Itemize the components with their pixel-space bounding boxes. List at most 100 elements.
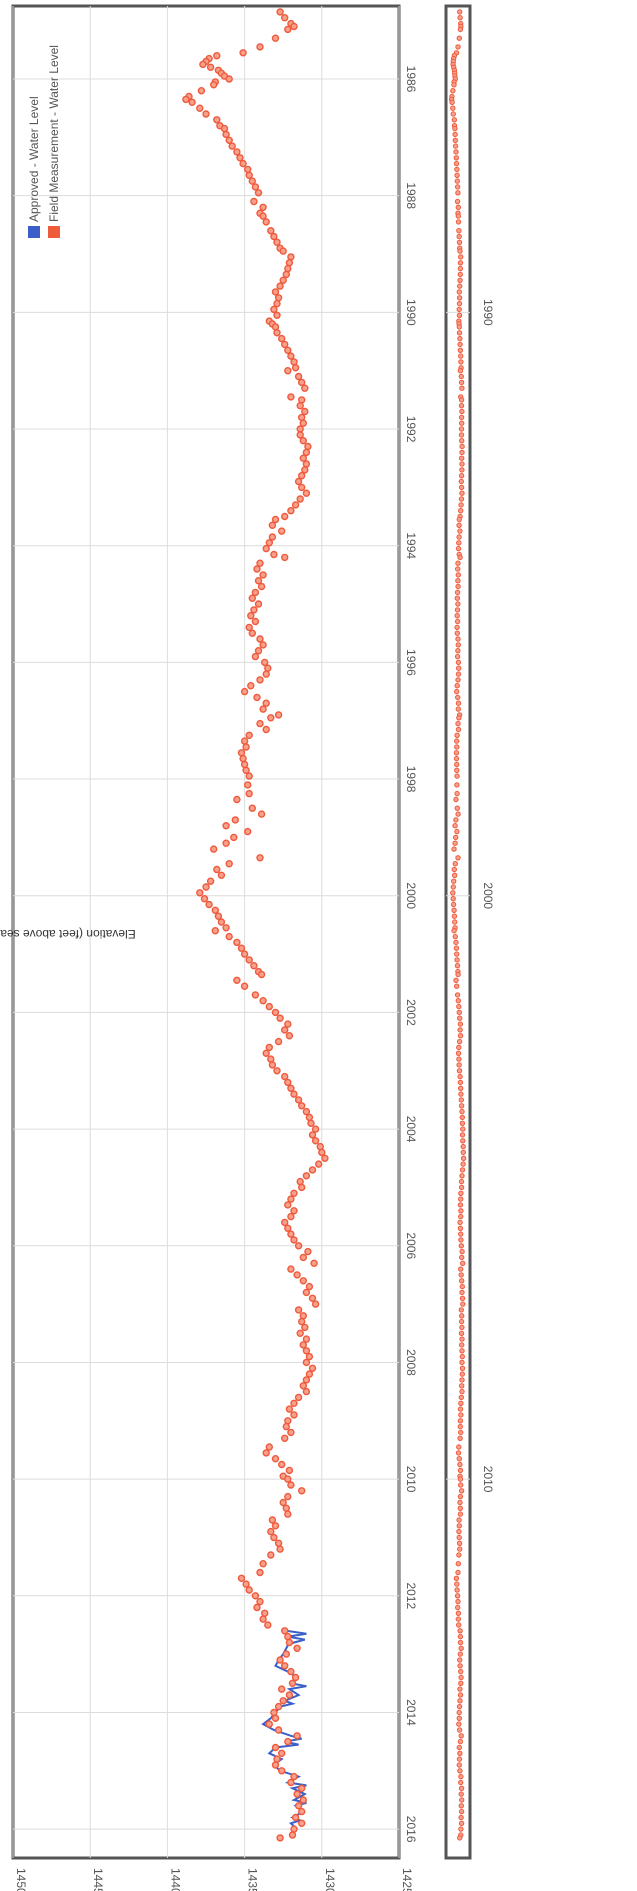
navigator-point bbox=[459, 1289, 465, 1296]
field-measurement-point bbox=[278, 1767, 286, 1775]
field-measurement-point bbox=[264, 664, 272, 672]
field-measurement-point bbox=[254, 647, 263, 655]
elevation-tick-label-1435: 1435 bbox=[246, 1868, 260, 1891]
field-measurement-point bbox=[298, 483, 306, 492]
field-measurement-point bbox=[284, 1492, 292, 1501]
field-measurement-point bbox=[253, 1603, 261, 1612]
navigator-point bbox=[454, 957, 460, 963]
navigator-point bbox=[459, 408, 465, 415]
navigator-point bbox=[453, 945, 460, 951]
navigator-point bbox=[458, 1103, 465, 1109]
navigator-point bbox=[454, 607, 461, 613]
navigator-point bbox=[458, 1307, 464, 1313]
field-measurement-point bbox=[239, 754, 247, 763]
field-measurement-point bbox=[213, 865, 221, 874]
field-measurement-point bbox=[287, 1230, 295, 1238]
field-measurement-point bbox=[271, 1761, 280, 1769]
navigator-point bbox=[458, 426, 465, 432]
navigator-point bbox=[458, 1243, 464, 1249]
field-measurement-point bbox=[250, 606, 258, 614]
navigator-point bbox=[451, 117, 457, 123]
field-measurement-point bbox=[316, 1142, 324, 1151]
navigator-point bbox=[458, 508, 464, 514]
navigator-point bbox=[460, 1143, 466, 1150]
field-measurement-point bbox=[202, 110, 210, 118]
navigator-point bbox=[454, 624, 460, 631]
navigator-point bbox=[455, 583, 461, 590]
field-measurement-point bbox=[257, 582, 266, 591]
navigator-point bbox=[459, 1132, 466, 1138]
navigator-point bbox=[451, 928, 457, 934]
field-measurement-point bbox=[267, 1055, 275, 1063]
field-measurement-point bbox=[243, 165, 252, 174]
navigator-point bbox=[454, 767, 460, 773]
navigator-point bbox=[455, 1604, 461, 1611]
navigator-point bbox=[456, 1444, 462, 1450]
field-measurement-point bbox=[259, 997, 267, 1005]
navigator-point bbox=[458, 1429, 464, 1436]
field-measurement-point bbox=[271, 1008, 280, 1017]
navigator-point bbox=[453, 755, 460, 762]
field-measurement-point bbox=[302, 1387, 311, 1396]
field-measurement-point bbox=[307, 1119, 315, 1128]
field-measurement-point bbox=[262, 544, 270, 553]
navigator-point bbox=[454, 618, 461, 625]
field-measurement-point bbox=[262, 218, 270, 226]
legend: Approved - Water Level Field Measurement… bbox=[27, 45, 61, 238]
navigator-point bbox=[454, 744, 460, 750]
navigator-point bbox=[458, 1680, 464, 1687]
field-measurement-point bbox=[239, 49, 247, 57]
field-measurement-point bbox=[254, 577, 263, 585]
field-measurement-point bbox=[197, 86, 206, 95]
navigator-point bbox=[458, 432, 465, 438]
field-measurement-point bbox=[206, 63, 215, 72]
navigator-point bbox=[452, 840, 458, 846]
navigator-point bbox=[452, 823, 458, 829]
navigator-strip[interactable]: 1990 2000 2010 bbox=[444, 4, 495, 1860]
navigator-point bbox=[455, 706, 461, 712]
navigator-point bbox=[453, 817, 459, 823]
field-measurement-point bbox=[310, 1259, 318, 1268]
navigator-point bbox=[457, 283, 463, 289]
field-measurement-point bbox=[279, 1498, 287, 1507]
navigator-point bbox=[456, 35, 462, 41]
field-measurement-point bbox=[245, 956, 253, 964]
field-measurement-point bbox=[261, 658, 269, 667]
navigator-point bbox=[457, 528, 463, 534]
navigator-point bbox=[456, 540, 462, 546]
navigator-point bbox=[455, 642, 461, 648]
field-measurement-point bbox=[305, 1282, 314, 1291]
field-measurement-point bbox=[285, 1405, 294, 1413]
field-measurement-point bbox=[301, 407, 309, 416]
navigator-point bbox=[459, 1283, 465, 1290]
field-measurement-point bbox=[291, 1813, 300, 1822]
field-measurement-point bbox=[296, 495, 304, 503]
field-measurement-point bbox=[243, 781, 252, 789]
navigator-point bbox=[455, 855, 461, 861]
navigator-point bbox=[456, 1744, 462, 1751]
field-measurement-point bbox=[256, 43, 264, 51]
field-measurement-point bbox=[271, 1714, 280, 1723]
field-measurement-point bbox=[287, 1481, 295, 1489]
navigator-point bbox=[455, 659, 462, 666]
navigator-point bbox=[459, 1108, 465, 1115]
field-measurement-point bbox=[296, 431, 304, 439]
year-tick-label-2000: 2000 bbox=[404, 882, 418, 909]
field-measurement-point bbox=[298, 378, 306, 387]
field-measurement-point bbox=[302, 1107, 311, 1116]
field-measurement-point bbox=[256, 719, 264, 728]
field-measurement-point bbox=[268, 533, 277, 541]
field-measurement-point bbox=[311, 1300, 320, 1308]
field-measurement-point bbox=[298, 1819, 306, 1828]
navigator-point bbox=[458, 1196, 464, 1202]
field-measurement-point bbox=[281, 1434, 289, 1443]
field-measurement-point bbox=[233, 938, 241, 947]
field-measurement-point bbox=[270, 550, 278, 559]
main-plot-area[interactable] bbox=[11, 4, 401, 1860]
field-measurement-point bbox=[262, 670, 270, 678]
navigator-point bbox=[449, 99, 455, 106]
navigator-point bbox=[456, 534, 462, 540]
field-measurement-point bbox=[188, 98, 196, 107]
navigator-point bbox=[458, 502, 464, 508]
